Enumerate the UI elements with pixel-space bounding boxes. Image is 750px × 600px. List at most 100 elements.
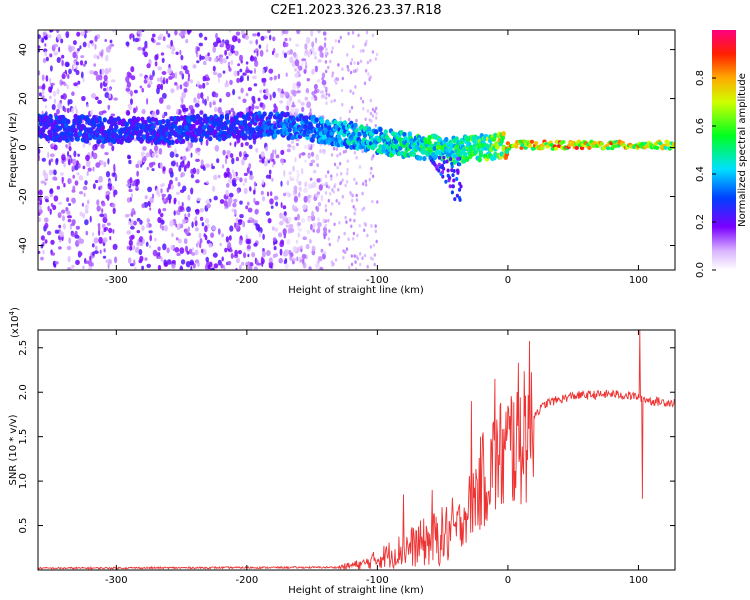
noise-speckle	[227, 202, 232, 207]
noise-speckle	[196, 197, 202, 202]
noise-speckle	[229, 173, 233, 180]
noise-speckle	[161, 57, 165, 64]
noise-speckle	[194, 249, 199, 256]
noise-speckle	[171, 232, 174, 238]
noise-speckle	[195, 208, 200, 215]
snr-scale-label: (x104)	[8, 307, 21, 338]
ridge-cell	[193, 137, 198, 143]
spectrogram-axes: -300 -200 -100 0 100 40 20 0 -20 -40	[18, 30, 675, 286]
noise-speckle	[249, 55, 255, 62]
noise-speckle	[149, 234, 152, 242]
noise-speckle	[289, 176, 293, 181]
noise-speckle	[125, 75, 130, 83]
noise-speckle	[179, 70, 183, 76]
noise-speckle	[352, 44, 355, 49]
noise-speckle	[159, 223, 162, 229]
noise-speckle	[245, 61, 249, 65]
noise-speckle	[237, 219, 243, 223]
noise-speckle	[301, 58, 307, 62]
noise-speckle	[190, 266, 193, 270]
noise-speckle	[253, 181, 257, 187]
noise-speckle	[63, 183, 66, 188]
noise-speckle	[285, 72, 288, 77]
noise-speckle	[313, 83, 318, 90]
noise-speckle	[281, 88, 284, 94]
noise-speckle	[60, 38, 64, 44]
noise-speckle	[297, 227, 303, 232]
noise-speckle	[284, 258, 288, 262]
noise-speckle	[222, 149, 226, 156]
noise-speckle	[227, 260, 232, 266]
noise-speckle	[290, 140, 295, 144]
noise-speckle	[370, 166, 373, 171]
ridge-cell	[97, 115, 102, 121]
noise-speckle	[279, 100, 283, 104]
noise-speckle	[174, 247, 180, 253]
noise-speckle	[352, 91, 355, 95]
noise-speckle	[145, 241, 149, 247]
noise-speckle	[359, 252, 362, 256]
noise-speckle	[288, 171, 292, 176]
noise-speckle	[257, 225, 260, 232]
noise-speckle	[81, 95, 86, 102]
noise-speckle	[278, 257, 284, 264]
noise-speckle	[137, 30, 142, 35]
noise-speckle	[79, 211, 83, 217]
noise-speckle	[224, 39, 230, 46]
noise-speckle	[224, 157, 228, 165]
noise-speckle	[72, 40, 77, 46]
noise-speckle	[236, 77, 241, 84]
noise-speckle	[323, 42, 327, 48]
noise-speckle	[293, 51, 297, 58]
noise-speckle	[85, 154, 90, 162]
ridge-cell	[353, 122, 358, 128]
noise-speckle	[209, 101, 212, 108]
colorbar	[712, 30, 736, 270]
noise-speckle	[199, 238, 203, 244]
noise-speckle	[80, 55, 85, 59]
noise-speckle	[38, 143, 41, 147]
noise-speckle	[232, 182, 237, 187]
noise-speckle	[325, 69, 328, 74]
noise-speckle	[331, 202, 334, 206]
noise-speckle	[328, 229, 331, 233]
noise-speckle	[307, 183, 312, 190]
noise-speckle	[346, 171, 349, 176]
noise-speckle	[169, 220, 175, 227]
noise-speckle	[303, 69, 307, 74]
ridge-cell	[449, 157, 453, 162]
noise-speckle	[135, 187, 139, 191]
noise-speckle	[173, 47, 176, 51]
noise-speckle	[199, 241, 202, 249]
noise-speckle	[137, 46, 143, 51]
noise-speckle	[159, 212, 164, 218]
noise-speckle	[200, 92, 204, 99]
noise-speckle	[74, 105, 77, 110]
noise-speckle	[101, 230, 105, 236]
noise-speckle	[99, 185, 103, 190]
ridge-cell	[455, 193, 459, 198]
noise-speckle	[265, 211, 270, 216]
noise-speckle	[244, 177, 248, 183]
noise-speckle	[39, 196, 43, 200]
noise-speckle	[371, 50, 375, 54]
noise-speckle	[185, 147, 189, 152]
noise-speckle	[234, 249, 238, 257]
noise-speckle	[160, 52, 165, 56]
noise-speckle	[258, 44, 262, 49]
noise-speckle	[288, 223, 294, 229]
noise-speckle	[242, 98, 247, 104]
noise-speckle	[128, 159, 132, 165]
noise-speckle	[341, 67, 344, 71]
noise-speckle	[309, 108, 312, 113]
noise-speckle	[87, 200, 90, 205]
noise-speckle	[101, 208, 104, 214]
noise-speckle	[223, 58, 227, 64]
noise-speckle	[248, 144, 253, 150]
noise-speckle	[226, 150, 231, 155]
noise-speckle	[268, 262, 274, 266]
noise-speckle	[165, 78, 169, 83]
noise-speckle	[225, 189, 229, 197]
noise-speckle	[51, 104, 56, 111]
noise-speckle	[92, 152, 98, 160]
